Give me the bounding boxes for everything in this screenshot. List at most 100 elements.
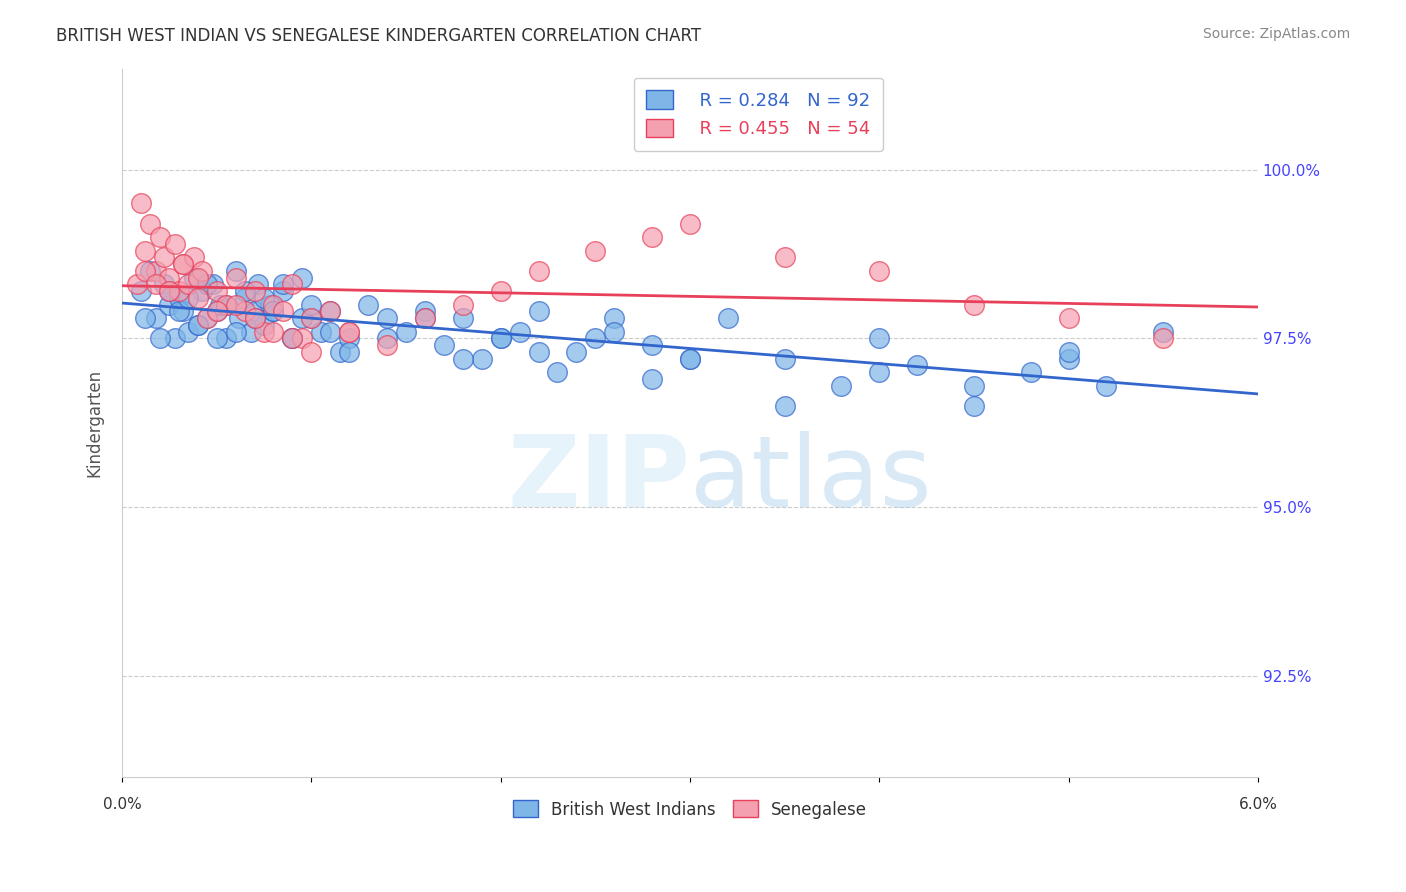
Point: [309, 325, 332, 339]
Point: [868, 331, 890, 345]
Point: [205, 331, 228, 345]
Point: [187, 270, 209, 285]
Point: [187, 291, 209, 305]
Point: [233, 291, 256, 305]
Point: [679, 351, 702, 366]
Point: [129, 284, 152, 298]
Point: [546, 365, 568, 379]
Point: [1095, 378, 1118, 392]
Point: [195, 311, 218, 326]
Point: [291, 270, 314, 285]
Point: [149, 331, 172, 345]
Point: [177, 277, 200, 292]
Point: [509, 325, 531, 339]
Point: [773, 251, 796, 265]
Point: [319, 304, 342, 318]
Point: [271, 304, 294, 318]
Point: [868, 365, 890, 379]
Point: [291, 311, 314, 326]
Point: [215, 331, 238, 345]
Point: [263, 298, 285, 312]
Point: [225, 325, 247, 339]
Point: [433, 338, 456, 352]
Point: [565, 344, 588, 359]
Point: [413, 304, 436, 318]
Point: [583, 331, 606, 345]
Point: [167, 304, 190, 318]
Point: [489, 331, 512, 345]
Point: [129, 196, 152, 211]
Point: [205, 304, 228, 318]
Point: [172, 257, 194, 271]
Point: [717, 311, 740, 326]
Point: [145, 264, 167, 278]
Point: [1019, 365, 1042, 379]
Point: [215, 298, 238, 312]
Point: [253, 325, 276, 339]
Point: [165, 236, 187, 251]
Point: [149, 230, 172, 244]
Point: [145, 277, 167, 292]
Point: [190, 264, 212, 278]
Text: BRITISH WEST INDIAN VS SENEGALESE KINDERGARTEN CORRELATION CHART: BRITISH WEST INDIAN VS SENEGALESE KINDER…: [56, 27, 702, 45]
Point: [329, 344, 352, 359]
Point: [165, 331, 187, 345]
Point: [773, 351, 796, 366]
Point: [281, 277, 304, 292]
Point: [413, 311, 436, 326]
Text: 6.0%: 6.0%: [1239, 797, 1277, 812]
Point: [527, 344, 550, 359]
Point: [157, 270, 180, 285]
Point: [259, 298, 281, 312]
Point: [1057, 344, 1080, 359]
Text: atlas: atlas: [690, 431, 932, 528]
Point: [291, 331, 314, 345]
Point: [247, 277, 270, 292]
Point: [134, 244, 156, 258]
Point: [413, 311, 436, 326]
Point: [243, 304, 266, 318]
Point: [451, 351, 474, 366]
Point: [773, 399, 796, 413]
Point: [127, 277, 149, 292]
Point: [183, 270, 205, 285]
Point: [375, 311, 398, 326]
Point: [527, 304, 550, 318]
Point: [830, 378, 852, 392]
Point: [963, 378, 986, 392]
Point: [157, 298, 180, 312]
Point: [253, 318, 276, 332]
Point: [319, 304, 342, 318]
Point: [253, 291, 276, 305]
Point: [145, 311, 167, 326]
Point: [281, 331, 304, 345]
Point: [299, 311, 322, 326]
Text: 0.0%: 0.0%: [103, 797, 142, 812]
Point: [527, 264, 550, 278]
Point: [1152, 331, 1174, 345]
Y-axis label: Kindergarten: Kindergarten: [86, 368, 103, 476]
Point: [337, 344, 360, 359]
Point: [167, 284, 190, 298]
Point: [187, 318, 209, 332]
Point: [281, 331, 304, 345]
Point: [243, 284, 266, 298]
Point: [134, 311, 156, 326]
Point: [357, 298, 380, 312]
Point: [263, 325, 285, 339]
Point: [1057, 311, 1080, 326]
Point: [205, 284, 228, 298]
Point: [337, 325, 360, 339]
Point: [177, 291, 200, 305]
Point: [641, 372, 664, 386]
Point: [190, 284, 212, 298]
Point: [195, 277, 218, 292]
Point: [157, 284, 180, 298]
Point: [225, 298, 247, 312]
Point: [451, 298, 474, 312]
Point: [299, 344, 322, 359]
Point: [215, 298, 238, 312]
Point: [139, 264, 162, 278]
Point: [319, 325, 342, 339]
Point: [172, 304, 194, 318]
